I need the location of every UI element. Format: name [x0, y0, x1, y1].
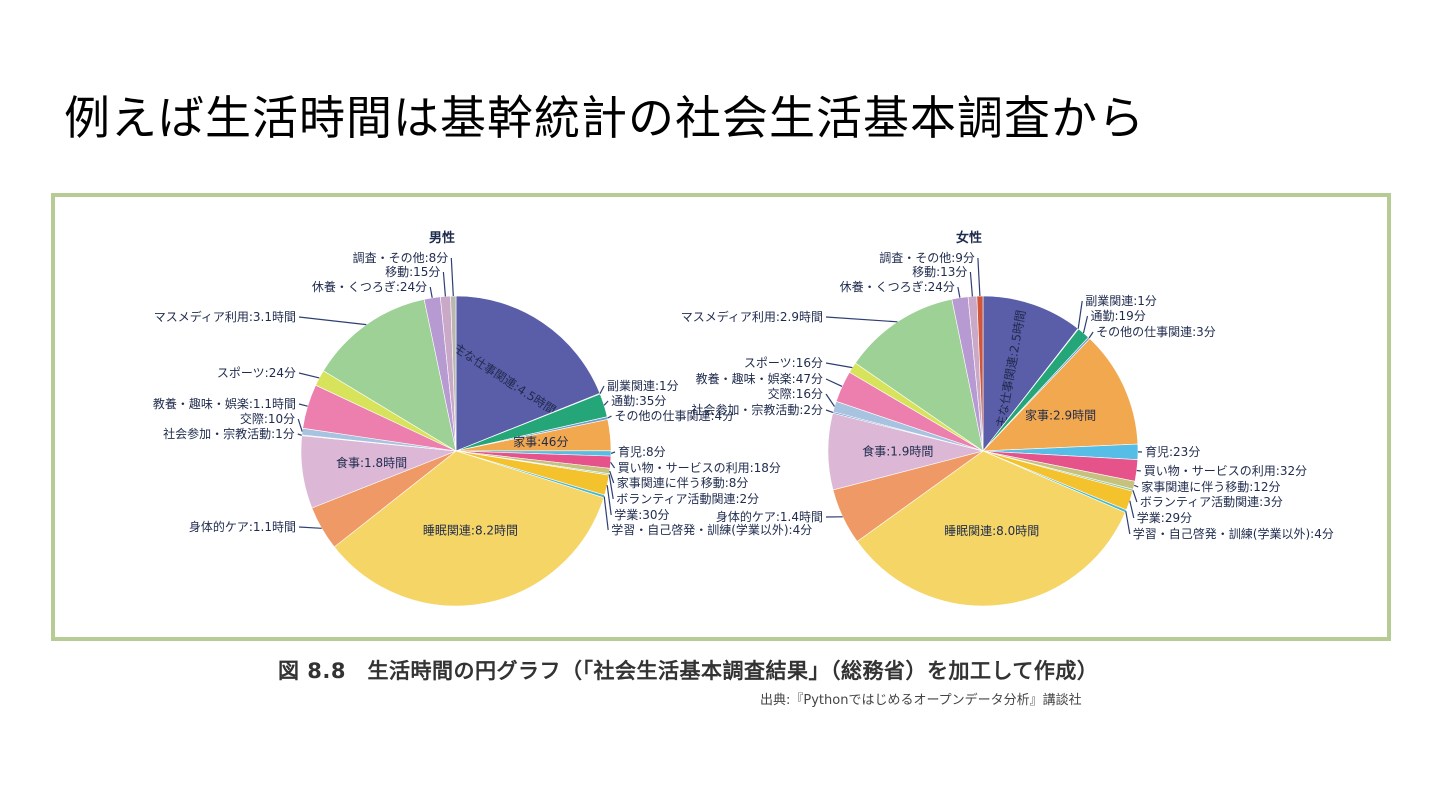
pie-slice	[856, 450, 1126, 607]
slice-label: 家事:2.9時間	[1025, 408, 1096, 423]
leader-line	[825, 316, 898, 323]
slice-label: 買い物・サービスの利用:18分	[618, 461, 781, 475]
slice-label: 休養・くつろぎ:24分	[840, 279, 955, 294]
pie-chart-2: 女性主な仕事関連:2.5時間家事:2.9時間睡眠関連:8.0時間食事:1.9時間…	[681, 230, 1334, 607]
pie-charts: 男性主な仕事関連:4.5時間家事:46分睡眠関連:8.2時間食事:1.8時間副業…	[153, 230, 1334, 607]
leader-line	[297, 418, 303, 432]
slice-label: ボランティア活動関連:2分	[616, 492, 759, 506]
slice-label: マスメディア利用:3.1時間	[154, 309, 296, 324]
leader-line	[450, 257, 454, 297]
leader-line	[607, 415, 612, 419]
leader-line	[1133, 484, 1139, 488]
slice-label: スポーツ:16分	[744, 356, 823, 370]
slice-label: スポーツ:24分	[217, 366, 296, 380]
slice-label: 買い物・サービスの利用:32分	[1144, 464, 1307, 478]
leader-line	[606, 485, 612, 516]
leader-line	[298, 372, 320, 379]
leader-line	[957, 286, 961, 298]
leader-line	[298, 403, 308, 407]
leader-line	[977, 257, 981, 297]
figure-caption: 図 8.8 生活時間の円グラフ（「社会生活基本調査結果」（総務省）を加工して作成…	[278, 659, 1099, 683]
pie-slice	[976, 295, 984, 452]
slice-label: 休養・くつろぎ:24分	[312, 279, 427, 294]
leader-line	[825, 378, 843, 387]
slice-label: 社会参加・宗教活動:1分	[163, 426, 295, 441]
pie-slice	[450, 295, 457, 452]
leader-line	[1132, 490, 1138, 503]
slice-label: 食事:1.8時間	[336, 455, 407, 470]
slice-label: マスメディア利用:2.9時間	[681, 309, 823, 324]
slice-label: 睡眠関連:8.0時間	[944, 524, 1039, 538]
slice-label: 家事関連に伴う移動:12分	[1141, 479, 1280, 494]
leader-line	[825, 409, 834, 413]
slice-label: 通勤:35分	[611, 394, 666, 408]
slice-label: ボランティア活動関連:3分	[1140, 495, 1283, 509]
pie-title: 女性	[956, 230, 982, 246]
leader-line	[1136, 469, 1141, 472]
slice-label: 学業:30分	[614, 507, 669, 522]
slice-label: 食事:1.9時間	[862, 443, 933, 458]
slice-label: 身体的ケア:1.1時間	[189, 519, 296, 534]
slice-label: 教養・趣味・娯楽:47分	[696, 371, 823, 386]
pie-title: 男性	[429, 230, 455, 246]
leader-line	[298, 526, 322, 529]
slice-label: 副業関連:1分	[1085, 294, 1157, 308]
leader-line	[1077, 300, 1083, 329]
leader-line	[599, 385, 605, 394]
slice-label: 育児:8分	[618, 444, 666, 459]
slice-label: 学業:29分	[1137, 510, 1192, 525]
leader-line	[603, 400, 609, 406]
slice-label: 調査・その他:8分	[353, 251, 449, 265]
leader-line	[297, 433, 302, 436]
leader-line	[442, 271, 446, 297]
leader-line	[1082, 315, 1089, 334]
slide-title: 例えば生活時間は基幹統計の社会生活基本調査から	[64, 91, 1145, 145]
slice-label: 社会参加・宗教活動:2分	[691, 402, 823, 417]
slice-label: 身体的ケア:1.4時間	[716, 509, 823, 524]
slice-label: 教養・趣味・娯楽:1.1時間	[153, 396, 296, 411]
slice-label: 家事関連に伴う移動:8分	[617, 475, 749, 490]
slice-label: その他の仕事関連:3分	[1096, 325, 1216, 339]
slice-label: 学習・自己啓発・訓練(学業以外):4分	[1133, 526, 1334, 541]
leader-line	[1088, 331, 1094, 339]
leader-line	[429, 286, 433, 298]
pie-chart-1: 男性主な仕事関連:4.5時間家事:46分睡眠関連:8.2時間食事:1.8時間副業…	[153, 230, 812, 607]
slice-label: 学習・自己啓発・訓練(学業以外):4分	[611, 522, 812, 537]
leader-line	[825, 393, 835, 407]
pie-slice	[854, 298, 984, 452]
slice-label: 移動:13分	[912, 265, 967, 279]
slice-label: その他の仕事関連:4分	[615, 409, 735, 423]
source-note: 出典:『Pythonではじめるオープンデータ分析』講談社	[760, 693, 1082, 708]
leader-line	[298, 316, 367, 326]
slice-label: 睡眠関連:8.2時間	[423, 523, 518, 537]
leader-line	[609, 470, 615, 484]
pie-slice	[322, 298, 457, 452]
leader-line	[969, 271, 973, 297]
pie-slice	[333, 450, 605, 607]
leader-line	[603, 496, 609, 531]
slice-label: 副業関連:1分	[607, 379, 679, 393]
leader-line	[610, 451, 616, 454]
leader-line	[1125, 511, 1131, 535]
pie-slice	[982, 338, 1139, 452]
slice-label: 家事:46分	[513, 434, 568, 449]
slice-label: 調査・その他:9分	[879, 251, 975, 265]
slice-label: 育児:23分	[1145, 444, 1200, 459]
pie-slice	[982, 295, 1079, 452]
slice-label: 移動:15分	[385, 265, 440, 279]
slice-label: 交際:10分	[240, 411, 295, 426]
leader-line	[610, 461, 616, 469]
slice-label: 交際:16分	[768, 386, 823, 401]
leader-line	[1129, 500, 1135, 519]
pie-slice	[455, 295, 601, 452]
leader-line	[608, 474, 614, 500]
figure-frame: 男性 主な仕事関連:4.5時間 家事:46分 睡眠関連:8.2時間 食事:1.8時間 副業…	[51, 193, 1391, 641]
leader-line	[825, 362, 853, 369]
slice-label: 通勤:19分	[1091, 309, 1146, 323]
